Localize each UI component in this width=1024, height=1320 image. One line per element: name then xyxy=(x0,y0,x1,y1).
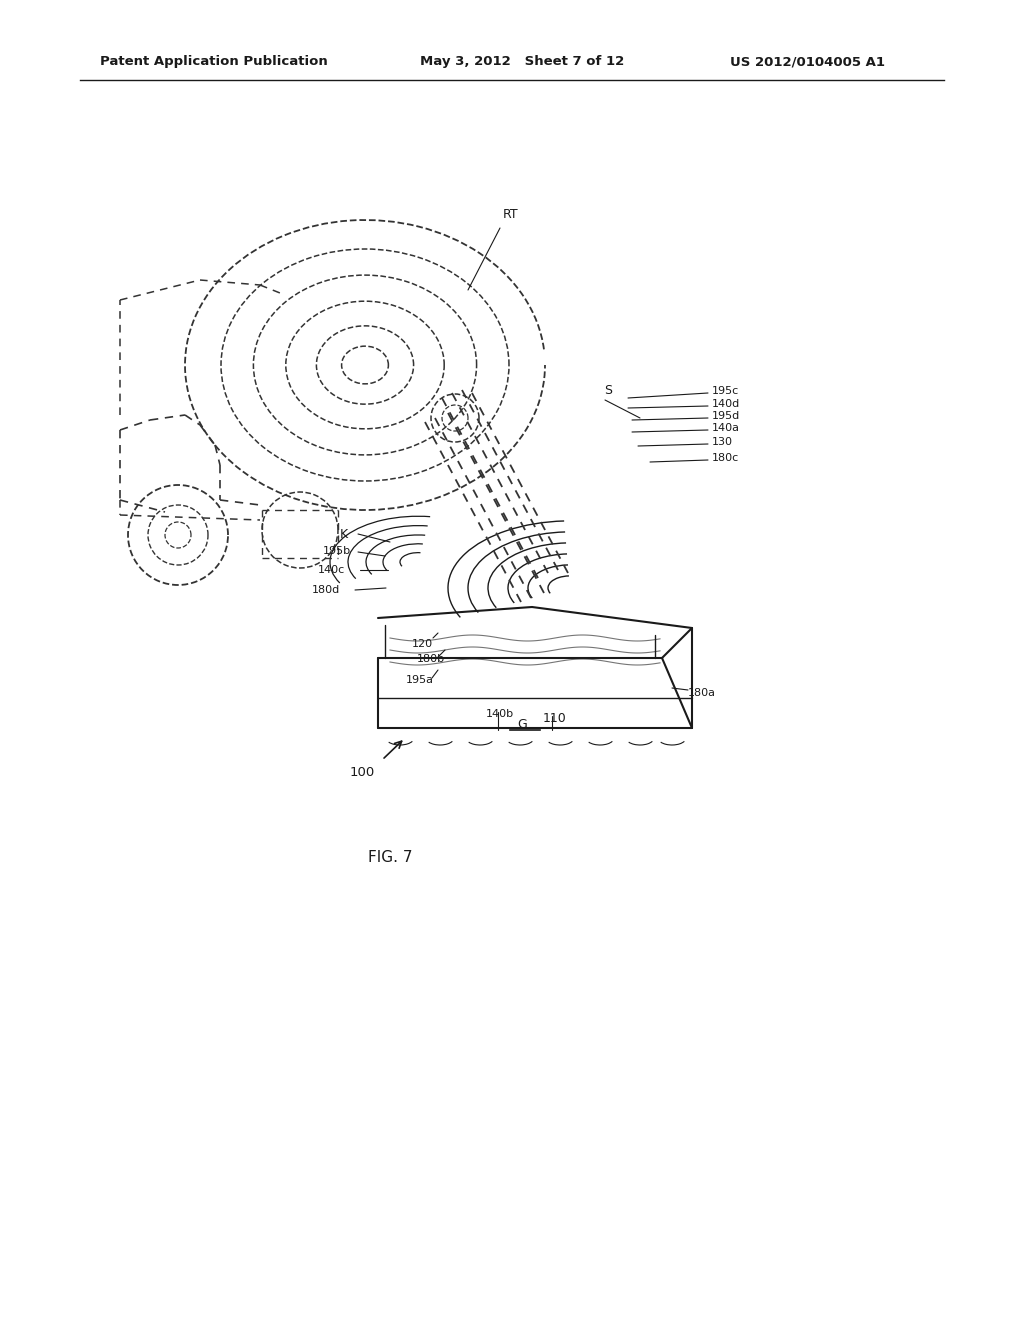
Text: FIG. 7: FIG. 7 xyxy=(368,850,413,866)
Text: 120: 120 xyxy=(412,639,433,649)
Text: 110: 110 xyxy=(543,711,566,725)
Text: US 2012/0104005 A1: US 2012/0104005 A1 xyxy=(730,55,885,69)
Text: 130: 130 xyxy=(712,437,733,447)
Text: 180b: 180b xyxy=(417,653,445,664)
Text: 100: 100 xyxy=(349,767,375,780)
Text: K: K xyxy=(340,528,348,540)
Text: 140a: 140a xyxy=(712,422,740,433)
Text: 195c: 195c xyxy=(712,385,739,396)
Text: 195a: 195a xyxy=(406,675,434,685)
Text: 180d: 180d xyxy=(312,585,340,595)
Text: 140b: 140b xyxy=(486,709,514,719)
Text: 195d: 195d xyxy=(712,411,740,421)
Text: 180a: 180a xyxy=(688,688,716,698)
Text: 140d: 140d xyxy=(712,399,740,409)
Text: Patent Application Publication: Patent Application Publication xyxy=(100,55,328,69)
Text: RT: RT xyxy=(503,209,518,222)
Text: May 3, 2012   Sheet 7 of 12: May 3, 2012 Sheet 7 of 12 xyxy=(420,55,625,69)
Text: 140c: 140c xyxy=(318,565,345,576)
Text: 180c: 180c xyxy=(712,453,739,463)
Text: 195b: 195b xyxy=(323,546,351,556)
Text: S: S xyxy=(604,384,612,396)
Text: G: G xyxy=(517,718,527,730)
